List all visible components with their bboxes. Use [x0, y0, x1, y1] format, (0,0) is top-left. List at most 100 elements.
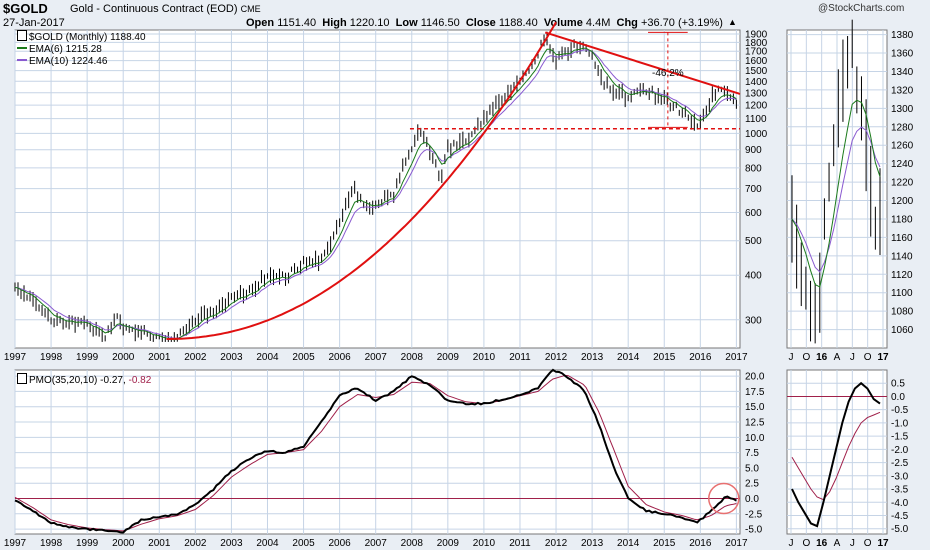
y-tick-label: 1300	[745, 88, 768, 99]
y-tick-label: 1600	[745, 56, 768, 67]
zoom-pmo-signal-line	[791, 411, 881, 501]
x-tick-label: 2014	[617, 352, 640, 363]
x-tick-label: J	[789, 352, 794, 363]
x-tick-label: 2005	[292, 352, 315, 363]
x-tick-label: 2008	[401, 538, 424, 549]
x-tick-label: 2009	[437, 538, 460, 549]
y-tick-label: 1200	[891, 196, 914, 207]
y-tick-label: 1220	[891, 178, 914, 189]
y-tick-label: 0.5	[891, 379, 905, 390]
x-tick-label: O	[864, 352, 872, 363]
legend-price: $GOLD (Monthly) 1188.40	[17, 30, 146, 44]
highlight-circle	[708, 482, 740, 515]
symbol-title: $GOLD	[3, 1, 48, 16]
x-tick-label: 2007	[365, 538, 388, 549]
y-tick-label: 1800	[745, 38, 768, 49]
x-tick-label: 2002	[184, 538, 207, 549]
y-tick-label: 20.0	[745, 372, 765, 383]
y-tick-label: 1700	[745, 47, 768, 58]
x-tick-label: O	[864, 538, 872, 549]
legend-ema6: EMA(6) 1215.28	[17, 44, 146, 56]
x-tick-label: 1997	[4, 538, 27, 549]
x-tick-label: 2015	[653, 352, 676, 363]
y-tick-label: 1180	[891, 214, 913, 225]
y-tick-label: 1160	[891, 233, 913, 244]
zoom-ema10-line	[791, 126, 881, 273]
x-tick-label: 2017	[725, 538, 748, 549]
x-tick-label: 1997	[4, 352, 27, 363]
x-tick-label: J	[850, 352, 855, 363]
y-tick-label: 0.0	[891, 392, 905, 403]
y-tick-label: 1280	[891, 122, 914, 133]
y-tick-label: 10.0	[745, 433, 765, 444]
x-tick-label: O	[802, 538, 810, 549]
y-tick-label: 1240	[891, 159, 914, 170]
x-tick-label: 2001	[148, 352, 171, 363]
x-tick-label: 1999	[76, 352, 99, 363]
y-tick-label: 5.0	[745, 463, 759, 474]
y-tick-label: 1400	[745, 77, 768, 88]
y-tick-label: 1260	[891, 141, 914, 152]
y-tick-label: 15.0	[745, 402, 765, 413]
x-tick-label: 1998	[40, 352, 63, 363]
x-tick-label: 2006	[329, 538, 352, 549]
x-tick-label: 2015	[653, 538, 676, 549]
y-tick-label: 12.5	[745, 418, 765, 429]
x-tick-label: 2012	[545, 538, 568, 549]
x-tick-label: 2010	[473, 352, 496, 363]
y-tick-label: 600	[745, 208, 762, 219]
x-tick-label: 2010	[473, 538, 496, 549]
symbol-description: Gold - Continuous Contract (EOD) CME	[70, 3, 261, 15]
x-tick-label: 2016	[689, 352, 712, 363]
legend-ema10: EMA(10) 1224.46	[17, 56, 146, 68]
x-tick-label: 2001	[148, 538, 171, 549]
y-tick-label: 900	[745, 145, 762, 156]
y-tick-label: -1.5	[891, 432, 909, 443]
parabolic-curve	[166, 21, 557, 340]
pmo-legend: PMO(35,20,10) -0.27, -0.82	[17, 373, 151, 387]
y-tick-label: 1140	[891, 251, 913, 262]
y-tick-label: 500	[745, 236, 762, 247]
ohlc-readout: Open 1151.40 High 1220.10 Low 1146.50 Cl…	[246, 17, 723, 29]
y-tick-label: 17.5	[745, 387, 765, 398]
y-tick-label: -3.0	[891, 471, 909, 482]
y-tick-label: 1200	[745, 101, 768, 112]
y-tick-label: 2.5	[745, 479, 759, 490]
x-tick-label: 2006	[329, 352, 352, 363]
y-tick-label: 800	[745, 163, 762, 174]
ema10-line	[14, 49, 737, 339]
x-tick-label: 2011	[509, 352, 531, 363]
y-tick-label: -2.5	[745, 509, 763, 520]
y-tick-label: 1320	[891, 85, 914, 96]
x-tick-label: 2014	[617, 538, 640, 549]
watermark-logo: @StockCharts.com	[818, 3, 905, 14]
x-tick-label: 1998	[40, 538, 63, 549]
y-tick-label: 1060	[891, 325, 914, 336]
x-tick-label: 16	[816, 538, 828, 549]
y-tick-label: 1000	[745, 129, 768, 140]
y-tick-label: 1380	[891, 30, 914, 41]
y-tick-label: -4.0	[891, 498, 909, 509]
x-tick-label: 2004	[256, 538, 279, 549]
x-tick-label: J	[789, 538, 794, 549]
x-tick-label: A	[834, 538, 841, 549]
panel-pmo	[14, 369, 741, 535]
zoom-ema6-line	[791, 99, 881, 288]
y-tick-label: 1340	[891, 67, 914, 78]
y-tick-label: 1500	[745, 66, 768, 77]
x-tick-label: 17	[877, 352, 889, 363]
y-tick-label: -5.0	[891, 524, 909, 535]
x-tick-label: 1999	[76, 538, 99, 549]
x-tick-label: 2002	[184, 352, 207, 363]
x-tick-label: 2008	[401, 352, 424, 363]
x-tick-label: 2017	[725, 352, 748, 363]
y-tick-label: -0.5	[891, 405, 909, 416]
x-tick-label: 2016	[689, 538, 712, 549]
up-triangle-icon: ▲	[728, 17, 737, 27]
y-tick-label: -4.5	[891, 511, 909, 522]
y-tick-label: 7.5	[745, 448, 759, 459]
x-tick-label: A	[834, 352, 841, 363]
y-tick-label: -2.5	[891, 458, 909, 469]
x-tick-label: 2003	[220, 352, 243, 363]
